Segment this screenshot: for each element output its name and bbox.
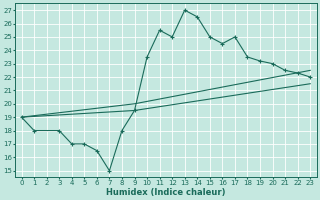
X-axis label: Humidex (Indice chaleur): Humidex (Indice chaleur) — [106, 188, 226, 197]
